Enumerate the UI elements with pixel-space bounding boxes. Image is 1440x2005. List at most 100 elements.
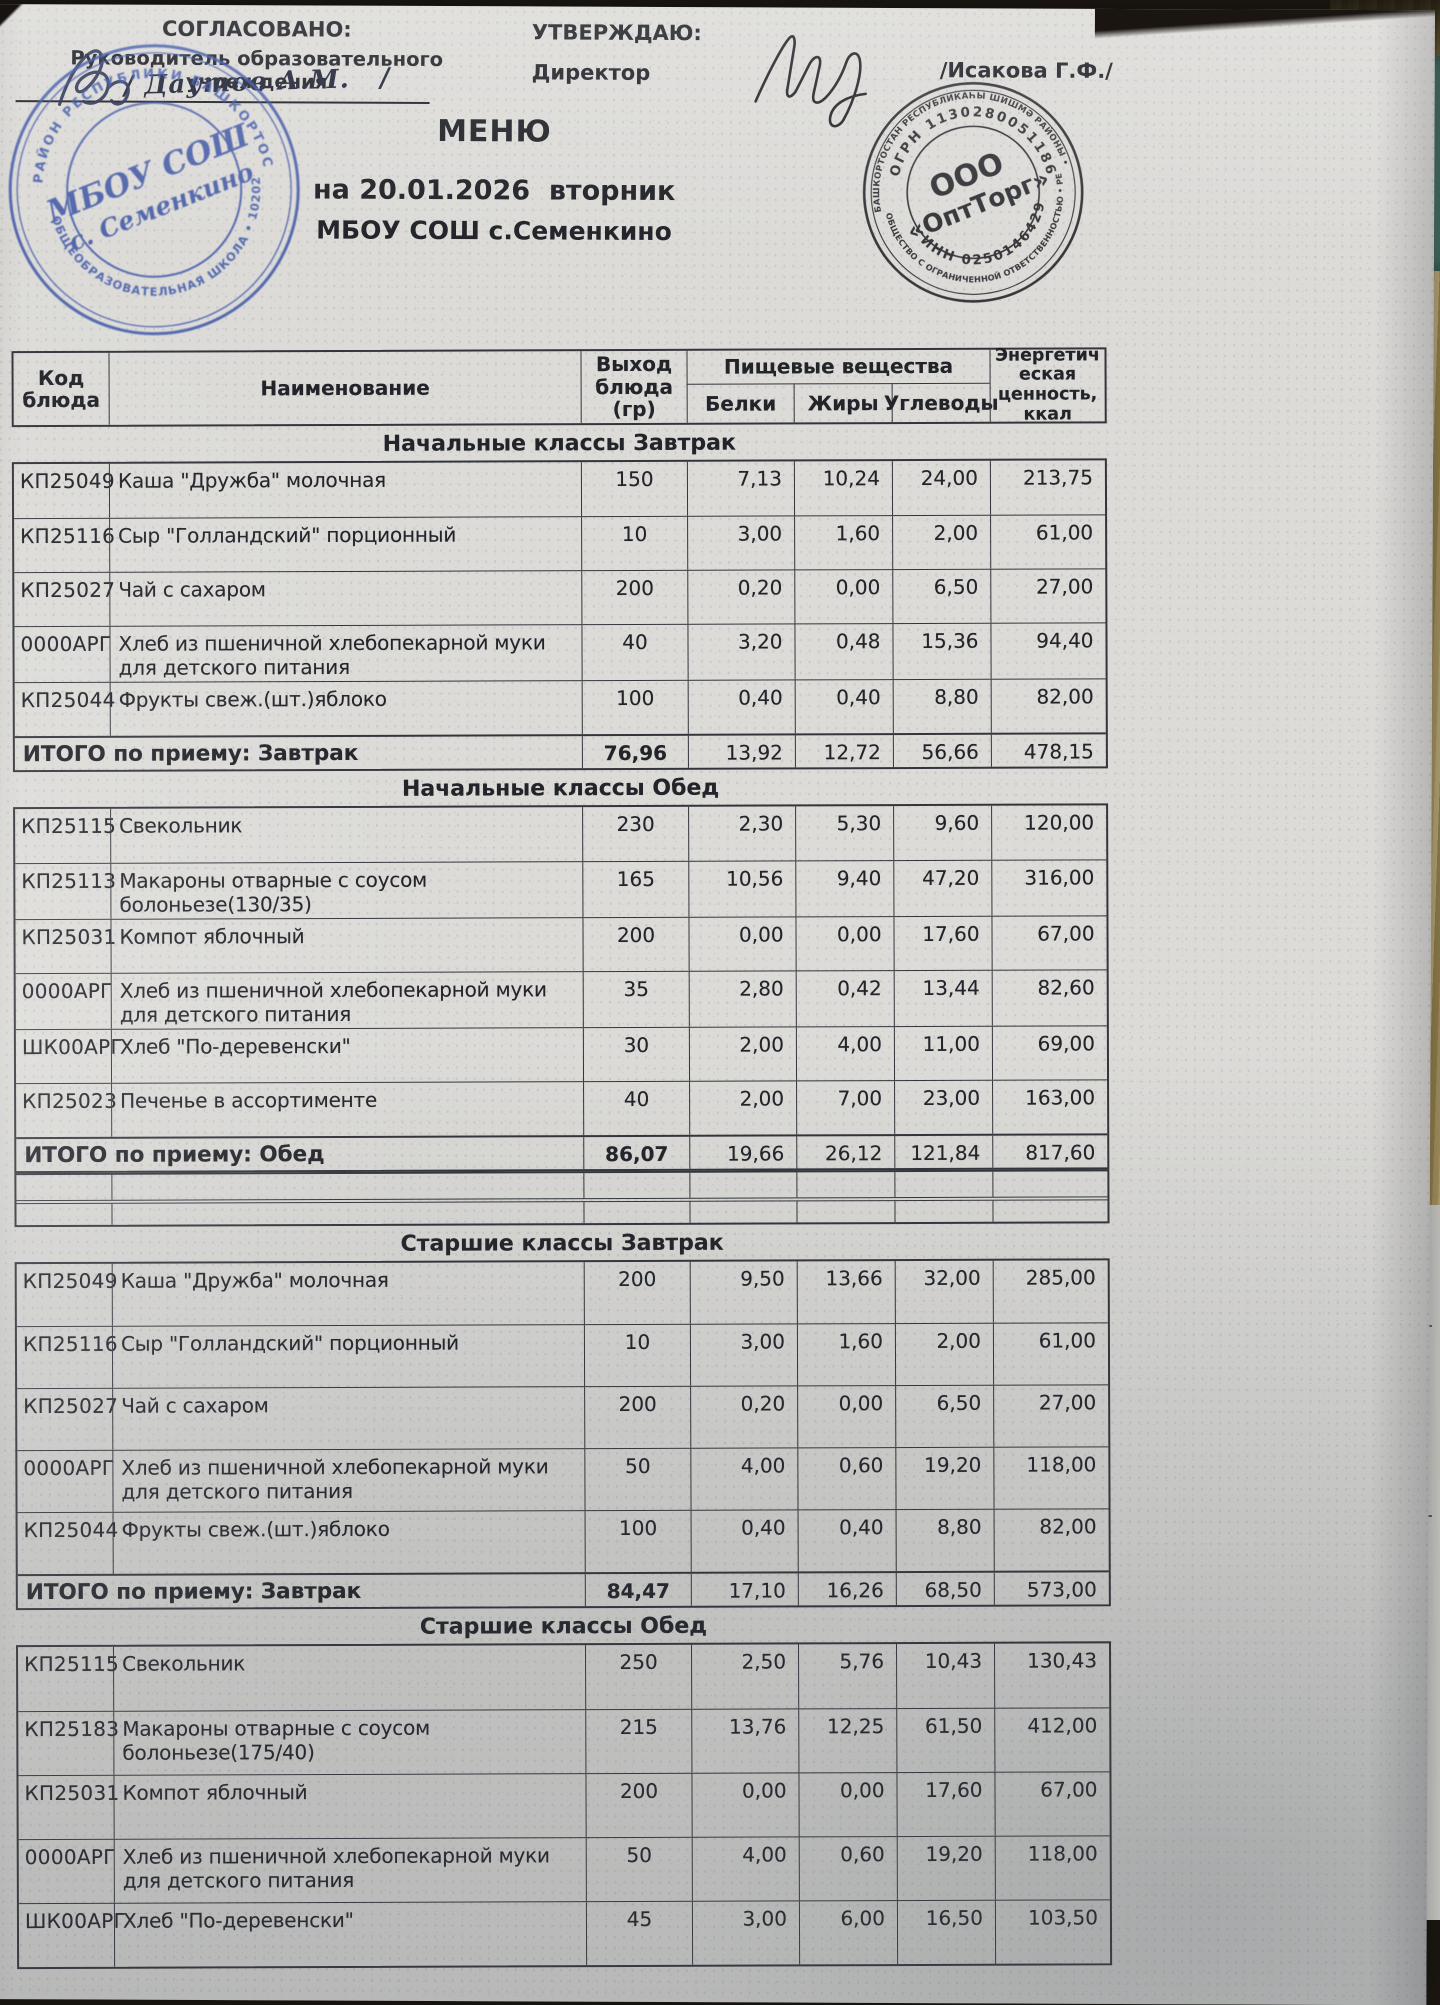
- approved-block: УТВЕРЖДАЮ: Директор: [532, 20, 702, 85]
- dish-code: ШК00АРГ: [24, 1908, 127, 1934]
- dish-code: КП25023: [22, 1088, 118, 1114]
- total-label: ИТОГО по приему: Обед: [24, 1142, 325, 1169]
- protein-value: 3,00: [691, 1901, 800, 1965]
- empty-cell: [583, 1172, 690, 1199]
- dish-code: КП25031: [21, 924, 117, 950]
- fat-value: 0,60: [797, 1448, 896, 1510]
- fat-value: 0,60: [798, 1837, 897, 1901]
- fat-value: 0,40: [797, 1510, 896, 1572]
- dish-code: КП25049: [22, 1268, 118, 1294]
- protein-value: 0,20: [687, 570, 795, 624]
- empty-cell: [992, 1171, 1108, 1197]
- dish-output: 50: [584, 1448, 691, 1511]
- header-carbs: Углеводы: [884, 382, 999, 423]
- dish-name: Свекольник: [110, 807, 583, 863]
- dish-name: Сыр "Голландский" порционный: [109, 517, 582, 572]
- dish-name: Чай с сахаром: [109, 571, 582, 626]
- total-energy: 573,00: [993, 1572, 1109, 1605]
- dish-code: КП25049: [19, 468, 115, 494]
- carbs-value: 2,00: [892, 515, 991, 570]
- spacer-block: [14, 1169, 1110, 1228]
- fat-value: 0,40: [794, 680, 893, 734]
- empty-cell: [689, 1172, 797, 1198]
- table-row: ШК00АРГ Хлеб "По-деревенски" 30 2,00 4,00 11,…: [15, 1025, 1108, 1084]
- section-title: Начальные классы Обед: [401, 775, 720, 802]
- fat-value: 5,30: [795, 806, 894, 861]
- carbs-value: 2,00: [894, 1323, 994, 1386]
- total-output: 84,47: [584, 1573, 691, 1607]
- dish-output: 200: [583, 1261, 690, 1325]
- protein-value: 3,00: [687, 516, 795, 570]
- approved-subtitle: Директор: [531, 60, 651, 85]
- fat-value: 7,00: [796, 1081, 895, 1135]
- dish-output: 200: [582, 917, 689, 972]
- energy-value: 103,50: [994, 1900, 1111, 1964]
- total-protein: 19,66: [689, 1136, 797, 1169]
- dish-name: Хлеб "По-деревенски": [113, 1902, 587, 1967]
- total-carbs: 68,50: [895, 1572, 994, 1606]
- menu-sheet: СОГЛАСОВАНО: Руководитель образовательно…: [0, 4, 1435, 2005]
- protein-value: 7,13: [686, 461, 795, 516]
- dish-name: Свекольник: [113, 1645, 586, 1711]
- document-title-block: МЕНЮ на 20.01.2026 вторник МБОУ СОШ с.Се…: [264, 113, 725, 246]
- table-row: КП25031 Компот яблочный 200 0,00 0,00 17,60 67…: [15, 915, 1107, 974]
- carbs-value: 47,20: [893, 860, 992, 917]
- table-row: КП25116 Сыр "Голландский" порционный 10 3,0…: [14, 514, 1106, 573]
- total-energy: 817,60: [992, 1135, 1108, 1168]
- total-fat: 26,12: [796, 1136, 895, 1169]
- dish-name: Фрукты свеж.(шт.)яблоко: [109, 681, 582, 736]
- carbs-value: 23,00: [894, 1080, 993, 1135]
- energy-value: 163,00: [992, 1080, 1108, 1134]
- table-row: ШК00АРГ Хлеб "По-деревенски" 45 3,00 6,00 16,…: [18, 1899, 1111, 1968]
- header-code: Код блюда: [22, 365, 101, 413]
- approved-signature-ink: [754, 35, 867, 128]
- carbs-value: 19,20: [896, 1836, 995, 1901]
- empty-cell: [16, 1204, 111, 1225]
- fat-value: 0,00: [797, 1386, 896, 1448]
- photo-dark-corner: [1094, 8, 1435, 45]
- fat-value: 13,66: [796, 1261, 895, 1324]
- carbs-value: 13,44: [893, 970, 992, 1027]
- table-row: КП25031 Компот яблочный 200 0,00 0,00 17,60 67…: [18, 1771, 1110, 1840]
- dish-code: КП25044: [20, 687, 116, 713]
- dish-output: 50: [585, 1837, 692, 1902]
- empty-cell: [16, 1175, 111, 1200]
- total-output: 86,07: [583, 1136, 690, 1170]
- carbs-value: 32,00: [894, 1260, 993, 1324]
- protein-value: 0,20: [690, 1386, 798, 1448]
- section-block: КП25049 Каша "Дружба" молочная 200 9,50 13,6…: [14, 1258, 1111, 1611]
- vendor-round-stamp: БАШКОРТОСТАН РЕСПУБЛИКАҺЫ ШИШМӘ РАЙОНЫ •…: [841, 66, 1085, 315]
- energy-value: 213,75: [989, 460, 1106, 515]
- dish-name: Чай с сахаром: [112, 1387, 585, 1450]
- fat-value: 5,76: [798, 1644, 897, 1709]
- dish-name: Фрукты свеж.(шт.)яблоко: [112, 1511, 585, 1574]
- total-protein: 17,10: [690, 1573, 798, 1606]
- header-fat: Жиры: [793, 383, 892, 423]
- dish-name: Хлеб из пшеничной хлебопекарной муки для…: [109, 625, 582, 682]
- dish-name: Макароны отварные с соусом болоньезе(130…: [110, 862, 583, 919]
- energy-value: 120,00: [991, 805, 1107, 860]
- total-output: 76,96: [581, 735, 688, 769]
- total-row: ИТОГО по приему: Обед 86,07 19,66 26,12 121,…: [16, 1133, 1108, 1172]
- fat-value: 0,48: [794, 624, 893, 680]
- dish-output: 165: [582, 861, 689, 918]
- carbs-value: 6,50: [892, 569, 991, 624]
- total-fat: 16,26: [797, 1573, 896, 1606]
- dish-output: 150: [580, 461, 688, 517]
- table-header: Код блюда Наименование Выход блюда (гр) …: [11, 345, 1107, 428]
- energy-value: 61,00: [992, 1323, 1109, 1385]
- dish-code: КП25115: [21, 813, 117, 839]
- table-row: КП25115 Свекольник 250 2,50 5,76 10,43 130,43: [18, 1643, 1110, 1711]
- dish-code: КП25113: [21, 868, 117, 894]
- menu-table: Код блюда Наименование Выход блюда (гр) …: [11, 345, 1113, 1970]
- carbs-value: 9,60: [893, 805, 992, 861]
- fat-value: 4,00: [795, 1027, 895, 1081]
- school-round-stamp: РАЙОН РЕСПУБЛИКИ БАШКОРТОСТАН ОБЩЕОБРАЗО…: [0, 38, 300, 336]
- empty-cell: [111, 1202, 584, 1225]
- dish-output: 40: [581, 624, 688, 681]
- dish-output: 215: [585, 1709, 692, 1774]
- dish-output: 200: [581, 570, 688, 625]
- dish-code: КП25027: [23, 1393, 119, 1419]
- energy-value: 27,00: [990, 569, 1106, 623]
- energy-value: 82,00: [990, 679, 1106, 733]
